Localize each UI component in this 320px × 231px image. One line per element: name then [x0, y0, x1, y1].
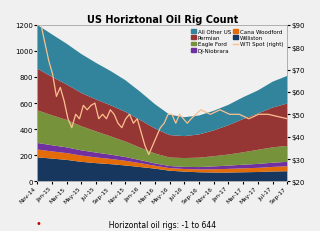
Text: Horizontal oil rigs: -1 to 644: Horizontal oil rigs: -1 to 644 — [104, 220, 216, 229]
Legend: All Other US, Permian, Eagle Ford, DJ-Niobrara, Cana Woodford, Williston, WTI Sp: All Other US, Permian, Eagle Ford, DJ-Ni… — [190, 28, 284, 55]
Title: US Horiztonal Oil Rig Count: US Horiztonal Oil Rig Count — [87, 15, 238, 25]
Text: •: • — [36, 218, 41, 228]
